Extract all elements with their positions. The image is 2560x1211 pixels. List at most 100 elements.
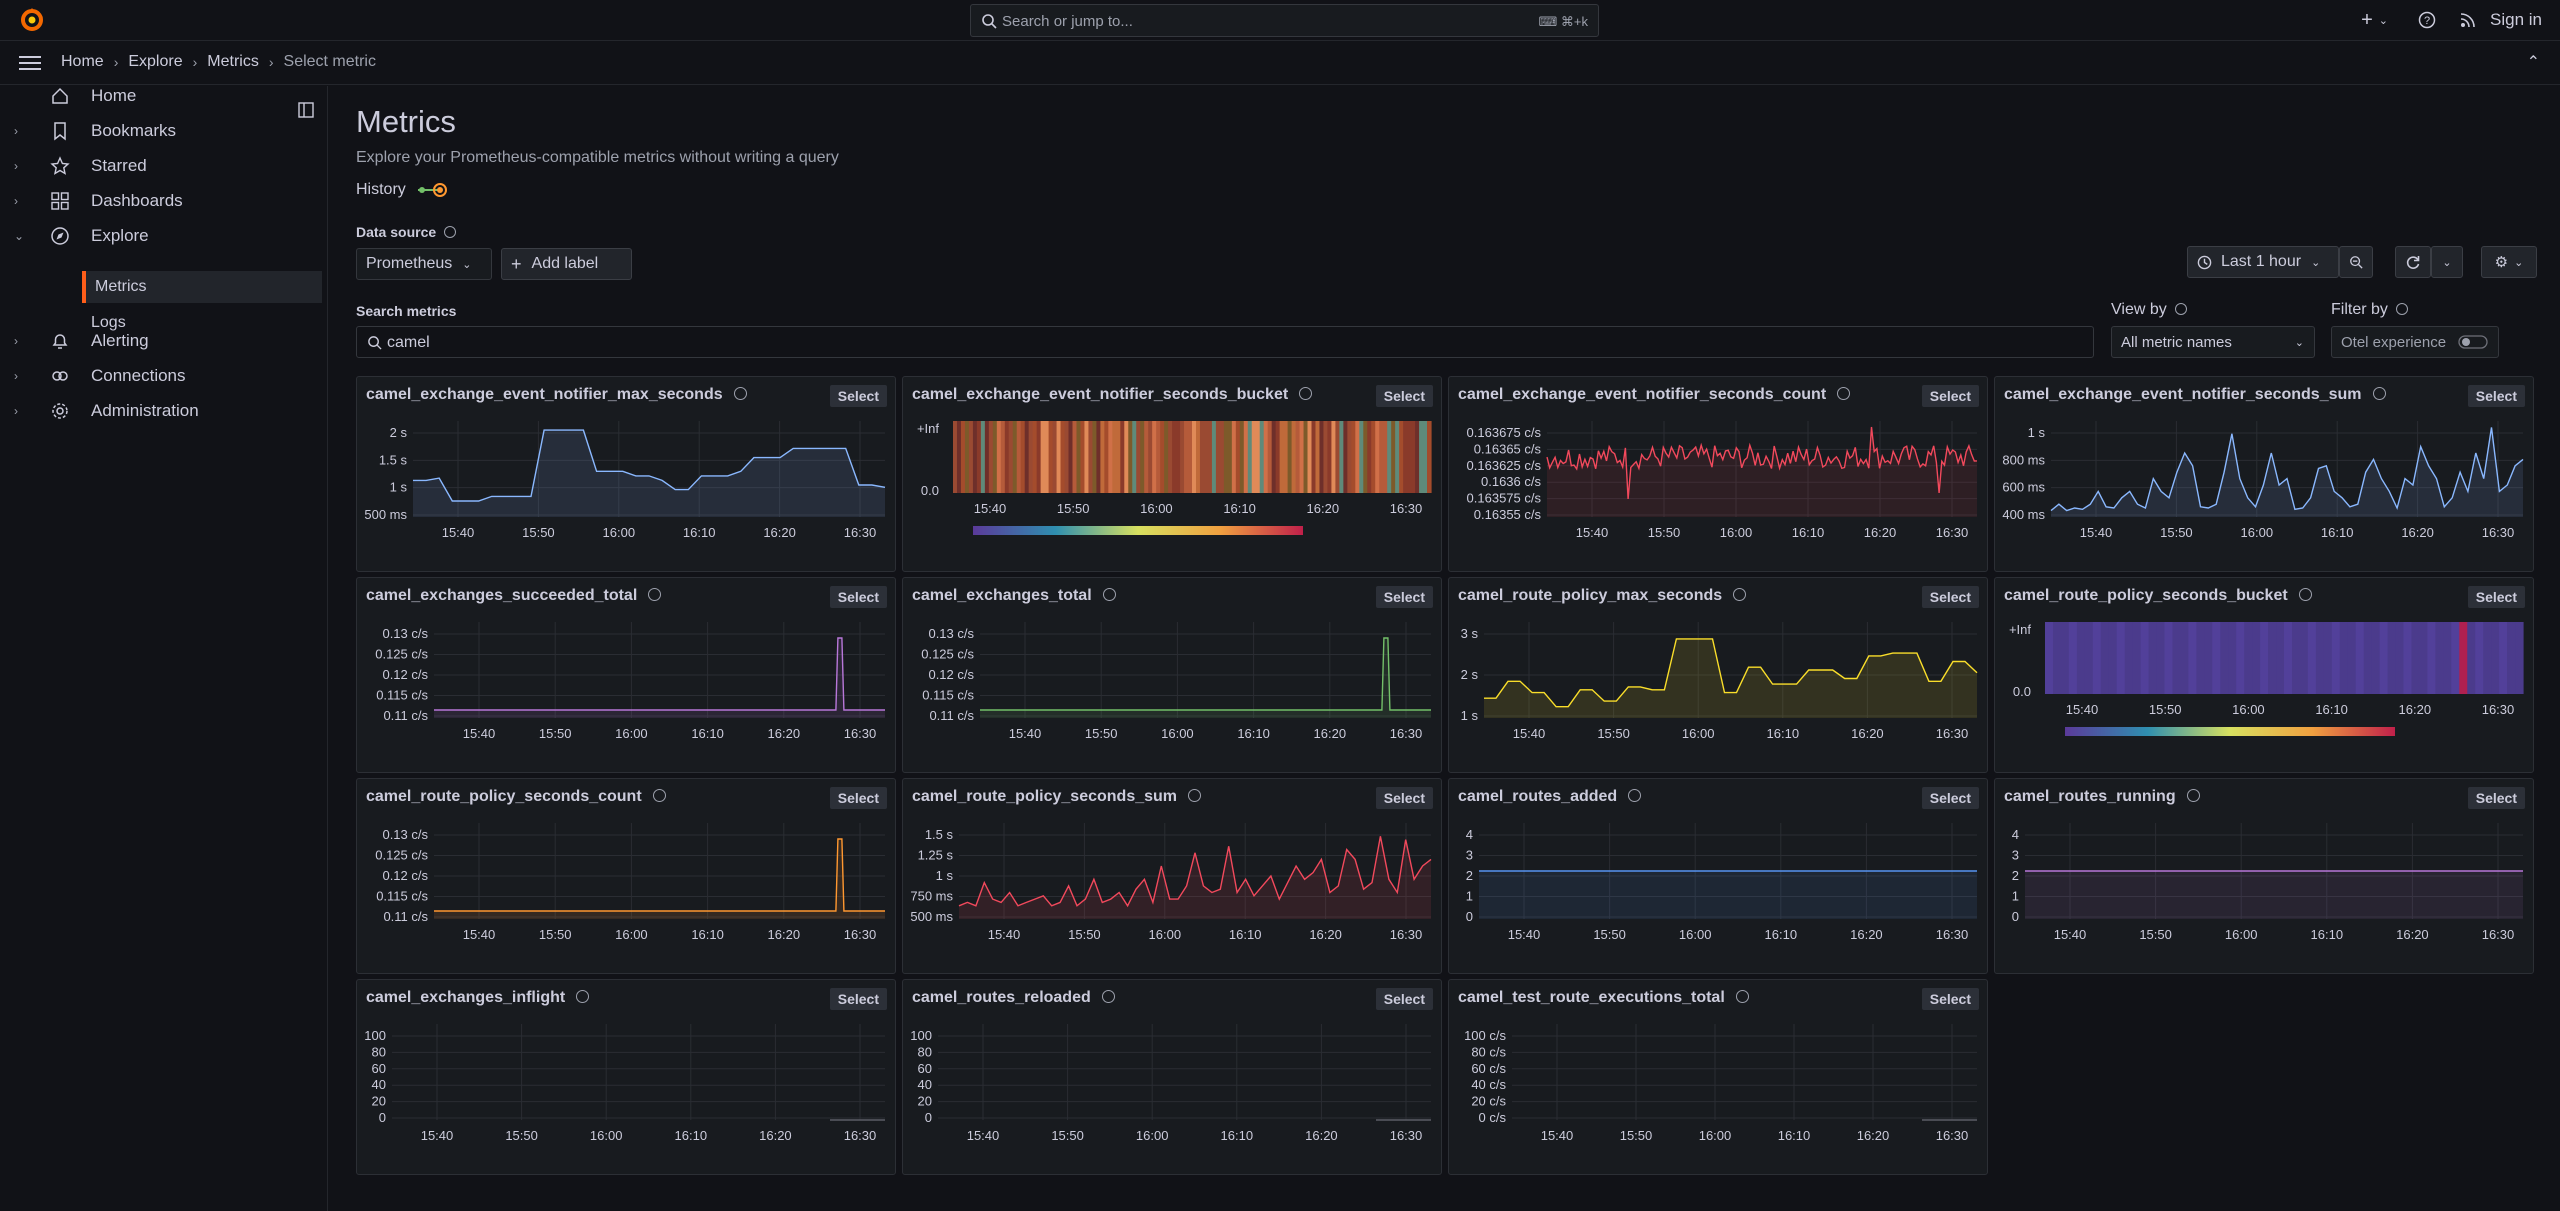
info-icon[interactable] [1299,387,1313,400]
info-icon[interactable] [2372,387,2386,400]
heatmap-cell [2060,622,2070,694]
y-tick-label: 0.16355 c/s [1474,507,1542,522]
breadcrumb-home[interactable]: Home [61,53,104,70]
x-tick-label: 15:50 [2149,702,2182,717]
add-label-button[interactable]: + Add label [501,248,632,280]
menu-hamburger-icon[interactable] [19,54,41,72]
info-icon[interactable] [2298,588,2312,601]
info-icon[interactable] [1101,990,1115,1003]
sidebar-subitem-metrics[interactable]: Metrics [82,271,322,303]
sidebar-subitem-logs[interactable]: Logs [82,307,322,339]
info-icon[interactable] [733,387,747,400]
chevron-right-icon[interactable]: › [14,194,18,208]
select-metric-button[interactable]: Select [1375,385,1433,407]
select-metric-button[interactable]: Select [1921,787,1979,809]
select-metric-button[interactable]: Select [1375,988,1433,1010]
new-plus-icon[interactable]: + [2361,8,2373,31]
breadcrumb-explore[interactable]: Explore [128,53,183,70]
select-metric-button[interactable]: Select [1375,787,1433,809]
select-metric-button[interactable]: Select [2467,385,2525,407]
select-metric-button[interactable]: Select [1921,586,1979,608]
heatmap-cell [1407,421,1412,493]
refresh-interval-dropdown[interactable]: ⌄ [2431,246,2463,278]
info-icon[interactable] [444,226,457,238]
chevron-right-icon[interactable]: › [14,124,18,138]
grafana-logo-icon[interactable] [18,6,46,34]
sidebar-item-home[interactable]: Home [0,79,328,113]
y-tick-label: 0.11 c/s [929,708,974,723]
select-metric-button[interactable]: Select [1375,586,1433,608]
collapse-chevron-up-icon[interactable]: ⌃ [2526,54,2540,71]
sidebar-item-bookmarks[interactable]: › Bookmarks [0,114,328,148]
heatmap-cell [1227,421,1233,493]
heatmap-cell [1427,421,1432,493]
y-tick-label: 0 [2012,909,2019,924]
y-tick-label: 1 s [390,480,408,495]
info-icon[interactable] [2186,789,2200,802]
y-tick-label: 2 s [1461,667,1479,682]
x-tick-label: 16:20 [2396,927,2429,942]
info-icon[interactable] [1733,588,1747,601]
view-by-select[interactable]: All metric names ⌄ [2111,326,2315,358]
dock-menu-icon[interactable] [298,102,314,118]
heatmap-cell [2228,622,2237,694]
time-range-picker[interactable]: Last 1 hour ⌄ [2187,246,2339,278]
info-icon[interactable] [2395,303,2408,315]
select-metric-button[interactable]: Select [829,988,887,1010]
info-icon[interactable] [2174,303,2187,315]
info-icon[interactable] [1628,789,1642,802]
info-icon[interactable] [652,789,666,802]
sidebar-item-connections[interactable]: › Connections [0,359,328,393]
sidebar-item-administration[interactable]: › Administration [0,394,328,428]
sign-in-link[interactable]: Sign in [2490,10,2542,29]
select-metric-button[interactable]: Select [1921,988,1979,1010]
chevron-right-icon[interactable]: › [14,369,18,383]
plus-icon: + [511,253,522,274]
datasource-picker[interactable]: Prometheus ⌄ [356,248,492,280]
heatmap-cell [1120,421,1125,493]
sidebar-item-alerting[interactable]: › Alerting [0,324,328,358]
time-range-value: Last 1 hour [2221,253,2302,270]
search-icon [368,336,382,350]
chevron-down-icon[interactable]: ⌄ [2378,14,2389,27]
chevron-right-icon[interactable]: › [14,159,18,173]
info-icon[interactable] [576,990,590,1003]
info-icon[interactable] [648,588,662,601]
breadcrumb-metrics[interactable]: Metrics [207,53,259,70]
global-search-input[interactable]: Search or jump to... ⌨ ⌘+k [970,4,1599,37]
info-icon[interactable] [1837,387,1851,400]
metric-name: camel_routes_running [2004,788,2176,805]
heatmap-cell [2291,622,2301,694]
sidebar-item-starred[interactable]: › Starred [0,149,328,183]
rss-news-icon[interactable] [2460,12,2476,28]
y-tick-label: 0.13 c/s [382,626,428,641]
select-metric-button[interactable]: Select [829,385,887,407]
search-metrics-input[interactable]: camel [356,326,2094,358]
metric-chart: 100 c/s80 c/s 60 c/s40 c/s 20 c/s0 c/s 15:4… [1464,1024,1977,1143]
x-tick-label: 16:30 [2482,702,2515,717]
select-metric-button[interactable]: Select [2467,787,2525,809]
info-icon[interactable] [1188,789,1202,802]
heatmap-cell [1096,421,1101,493]
chevron-right-icon[interactable]: › [14,404,18,418]
chevron-down-icon[interactable]: ⌄ [14,229,25,243]
info-icon[interactable] [1735,990,1749,1003]
x-tick-label: 15:40 [1508,927,1541,942]
sidebar-item-dashboards[interactable]: › Dashboards [0,184,328,218]
sidebar-item-explore[interactable]: ⌄ Explore [0,219,328,253]
info-icon[interactable] [1102,588,1116,601]
help-icon[interactable]: ? [2418,11,2436,29]
settings-dropdown[interactable]: ⚙ ⌄ [2481,246,2537,278]
history-toggle[interactable] [416,182,452,198]
select-metric-button[interactable]: Select [829,787,887,809]
zoom-out-button[interactable] [2339,246,2373,278]
x-tick-label: 16:30 [2482,525,2515,540]
select-metric-button[interactable]: Select [1921,385,1979,407]
x-tick-label: 15:50 [539,726,572,741]
y-tick-label: 3 [1466,848,1473,863]
select-metric-button[interactable]: Select [2467,586,2525,608]
refresh-button[interactable] [2395,246,2431,278]
otel-experience-toggle[interactable]: Otel experience [2331,326,2499,358]
select-metric-button[interactable]: Select [829,586,887,608]
chevron-right-icon[interactable]: › [14,334,18,348]
